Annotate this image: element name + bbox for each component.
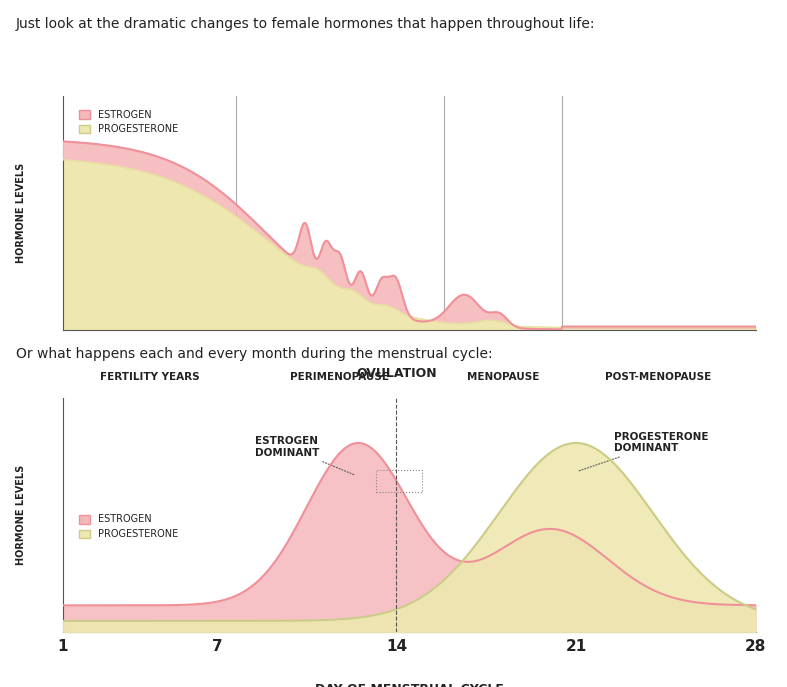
Text: MENOPAUSE: MENOPAUSE xyxy=(467,372,539,382)
Text: HORMONE LEVELS: HORMONE LEVELS xyxy=(17,163,27,263)
Text: POST-MENOPAUSE: POST-MENOPAUSE xyxy=(605,372,711,382)
Legend: ESTROGEN, PROGESTERONE: ESTROGEN, PROGESTERONE xyxy=(75,510,183,543)
Text: OVULATION: OVULATION xyxy=(356,367,437,380)
Text: DAY OF MENSTRUAL CYCLE: DAY OF MENSTRUAL CYCLE xyxy=(315,684,504,687)
Text: PERIMENOPAUSE: PERIMENOPAUSE xyxy=(290,372,390,382)
Text: Just look at the dramatic changes to female hormones that happen throughout life: Just look at the dramatic changes to fem… xyxy=(16,17,595,31)
Legend: ESTROGEN, PROGESTERONE: ESTROGEN, PROGESTERONE xyxy=(75,106,183,138)
Text: ESTROGEN
DOMINANT: ESTROGEN DOMINANT xyxy=(255,436,356,475)
Text: Or what happens each and every month during the menstrual cycle:: Or what happens each and every month dur… xyxy=(16,347,493,361)
Text: HORMONE LEVELS: HORMONE LEVELS xyxy=(17,465,27,565)
Text: PROGESTERONE
DOMINANT: PROGESTERONE DOMINANT xyxy=(578,432,709,471)
Bar xyxy=(376,470,422,492)
Text: FERTILITY YEARS: FERTILITY YEARS xyxy=(100,372,199,382)
